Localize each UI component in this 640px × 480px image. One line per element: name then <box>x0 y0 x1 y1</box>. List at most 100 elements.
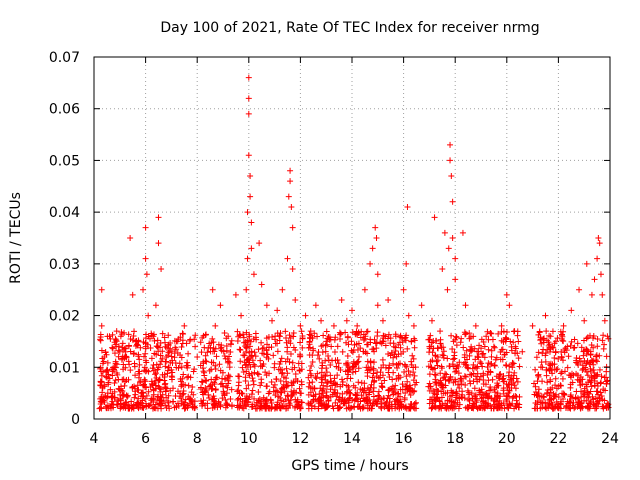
dense-point <box>601 374 608 381</box>
dense-point <box>378 340 385 347</box>
dense-point <box>578 393 585 400</box>
dense-point <box>557 370 564 377</box>
dense-point <box>246 349 253 356</box>
dense-point <box>548 399 555 406</box>
dense-point <box>282 405 289 412</box>
dense-point <box>437 370 444 377</box>
data-point <box>385 297 392 304</box>
dense-point <box>457 375 464 382</box>
dense-point <box>554 403 561 410</box>
dense-point <box>448 332 455 339</box>
data-point <box>247 193 254 200</box>
dense-point <box>481 354 488 361</box>
dense-point <box>498 337 505 344</box>
data-point <box>256 240 263 247</box>
dense-point <box>169 369 176 376</box>
dense-point <box>201 369 208 376</box>
dense-point <box>549 328 556 335</box>
x-tick-label: 16 <box>395 431 413 447</box>
dense-point <box>249 387 256 394</box>
dense-point <box>503 380 510 387</box>
dense-point <box>450 338 457 345</box>
dense-point <box>455 370 462 377</box>
data-point <box>448 172 455 179</box>
dense-point <box>123 376 130 383</box>
data-point <box>98 286 105 293</box>
dense-point <box>135 353 142 360</box>
dense-point <box>328 343 335 350</box>
data-point <box>560 322 567 329</box>
dense-point <box>236 346 243 353</box>
dense-point <box>549 361 556 368</box>
dense-point <box>467 371 474 378</box>
data-point <box>312 302 319 309</box>
dense-point <box>466 352 473 359</box>
dense-point <box>305 401 312 408</box>
dense-point <box>276 333 283 340</box>
data-point <box>519 348 526 355</box>
dense-point <box>315 396 322 403</box>
data-point <box>274 307 281 314</box>
dense-point <box>553 366 560 373</box>
dense-point <box>371 359 378 366</box>
dense-point <box>510 393 517 400</box>
dense-point <box>155 393 162 400</box>
x-tick-label: 14 <box>343 431 361 447</box>
dense-point <box>163 394 170 401</box>
dense-point <box>454 381 461 388</box>
dense-point <box>217 345 224 352</box>
dense-point <box>202 331 209 338</box>
dense-point <box>487 361 494 368</box>
dense-point <box>211 348 218 355</box>
dense-point <box>481 343 488 350</box>
dense-point <box>382 342 389 349</box>
dense-point <box>431 371 438 378</box>
dense-point <box>305 391 312 398</box>
dense-point <box>582 366 589 373</box>
dense-point <box>240 369 247 376</box>
dense-point <box>433 358 440 365</box>
dense-point <box>444 355 451 362</box>
dense-point <box>107 335 114 342</box>
dense-point <box>185 350 192 357</box>
dense-point <box>310 393 317 400</box>
dense-point <box>335 405 342 412</box>
dense-point <box>461 354 468 361</box>
dense-point <box>258 405 265 412</box>
dense-point <box>205 391 212 398</box>
dense-point <box>364 369 371 376</box>
dense-point <box>378 400 385 406</box>
dense-point <box>448 389 455 396</box>
dense-point <box>574 360 581 367</box>
dense-point <box>488 353 495 360</box>
dense-point <box>131 394 138 401</box>
dense-point <box>219 395 226 402</box>
dense-point <box>160 398 167 405</box>
dense-point <box>172 344 179 351</box>
dense-point <box>564 398 571 405</box>
y-tick-label: 0.02 <box>49 309 80 325</box>
dense-point <box>97 401 104 408</box>
dense-point <box>506 387 513 394</box>
dense-point <box>212 362 219 369</box>
dense-point <box>97 365 104 372</box>
dense-point <box>543 366 550 373</box>
dense-point <box>327 361 334 368</box>
dense-point <box>370 365 377 372</box>
dense-point <box>482 400 489 407</box>
dense-point <box>438 382 445 389</box>
dense-point <box>274 330 281 337</box>
dense-point <box>437 340 444 347</box>
dense-point <box>533 354 540 361</box>
dense-point <box>227 341 234 348</box>
dense-point <box>600 332 607 339</box>
dense-point <box>165 342 172 349</box>
dense-point <box>202 402 209 409</box>
dense-point <box>217 403 224 410</box>
dense-point <box>175 402 182 409</box>
data-point <box>181 322 188 329</box>
dense-point <box>208 339 215 346</box>
dense-point <box>482 390 489 397</box>
dense-point <box>499 356 506 363</box>
dense-point <box>265 344 272 351</box>
